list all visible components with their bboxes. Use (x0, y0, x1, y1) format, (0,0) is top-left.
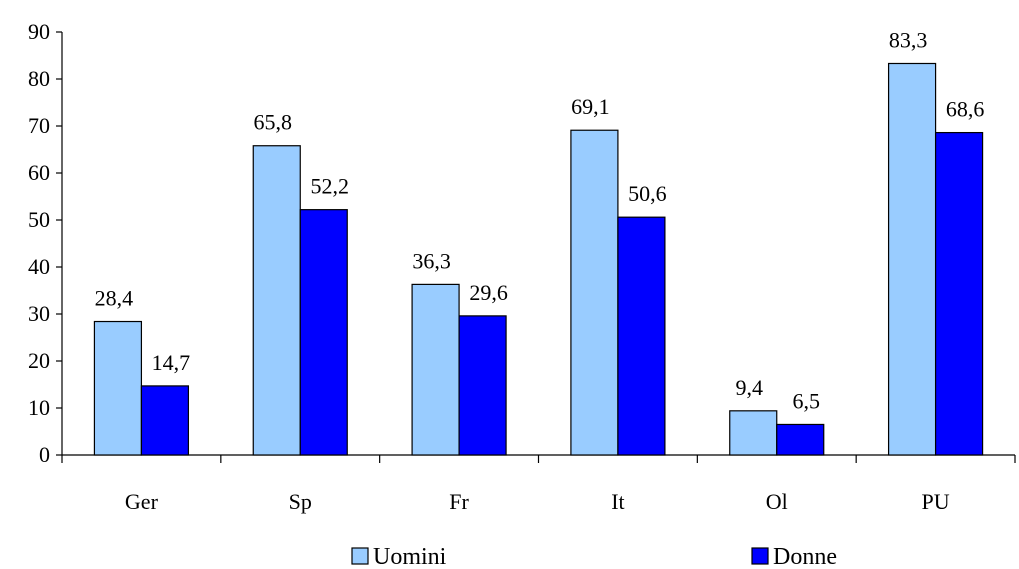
bar-uomini-fr (411, 283, 460, 456)
x-tick-label-sp: Sp (289, 489, 312, 514)
data-label-donne-it: 50,6 (628, 181, 667, 206)
x-axis: Ger Sp Fr It Ol PU (61, 454, 1016, 514)
y-tick-label: 70 (28, 113, 50, 138)
data-label-uomini-it: 69,1 (571, 94, 610, 119)
x-tick-label-ger: Ger (125, 489, 159, 514)
bar-donne-pu (934, 131, 984, 456)
bars (93, 62, 984, 456)
y-tick-label: 60 (28, 160, 50, 185)
bar-donne-fr (458, 315, 507, 456)
data-labels: 28,4 14,7 65,8 52,2 36,3 29,6 69,1 50,6 9,4 6,5 83… (95, 27, 985, 413)
legend-label-uomini: Uomini (373, 544, 447, 569)
bar-uomini-sp (252, 145, 301, 456)
bar-uomini-it (570, 129, 619, 456)
y-tick-label: 20 (28, 348, 50, 373)
data-label-donne-ol: 6,5 (793, 388, 821, 413)
x-tick-label-ol: Ol (766, 489, 788, 514)
legend-label-donne: Donne (773, 544, 837, 569)
y-axis: 0 10 20 30 40 50 60 70 80 90 (28, 19, 63, 467)
y-tick-label: 40 (28, 254, 50, 279)
bar-donne-ol (776, 423, 825, 456)
bar-donne-it (617, 216, 666, 456)
y-tick-label: 0 (39, 442, 50, 467)
bar-uomini-ol (729, 410, 778, 456)
data-label-uomini-ger: 28,4 (95, 286, 134, 311)
legend: Uomini Donne (351, 544, 837, 569)
data-label-donne-pu: 68,6 (946, 97, 985, 122)
data-label-donne-sp: 52,2 (311, 174, 350, 199)
y-tick-label: 50 (28, 207, 50, 232)
x-tick-label-pu: PU (922, 489, 950, 514)
bar-uomini-pu (887, 62, 937, 456)
x-tick-label-fr: Fr (449, 489, 469, 514)
data-label-donne-fr: 29,6 (469, 280, 508, 305)
data-label-donne-ger: 14,7 (152, 350, 191, 375)
legend-swatch-uomini (351, 547, 369, 565)
data-label-uomini-pu: 83,3 (889, 27, 928, 52)
data-label-uomini-sp: 65,8 (254, 110, 293, 135)
y-tick-label: 10 (28, 395, 50, 420)
bar-uomini-ger (93, 320, 143, 456)
y-tick-label: 90 (28, 19, 50, 44)
y-tick-label: 30 (28, 301, 50, 326)
data-label-uomini-fr: 36,3 (412, 248, 451, 273)
y-tick-label: 80 (28, 66, 50, 91)
data-label-uomini-ol: 9,4 (736, 375, 764, 400)
bar-donne-ger (140, 385, 190, 456)
legend-swatch-donne (751, 547, 769, 565)
x-tick-label-it: It (611, 489, 624, 514)
bar-donne-sp (299, 209, 348, 456)
